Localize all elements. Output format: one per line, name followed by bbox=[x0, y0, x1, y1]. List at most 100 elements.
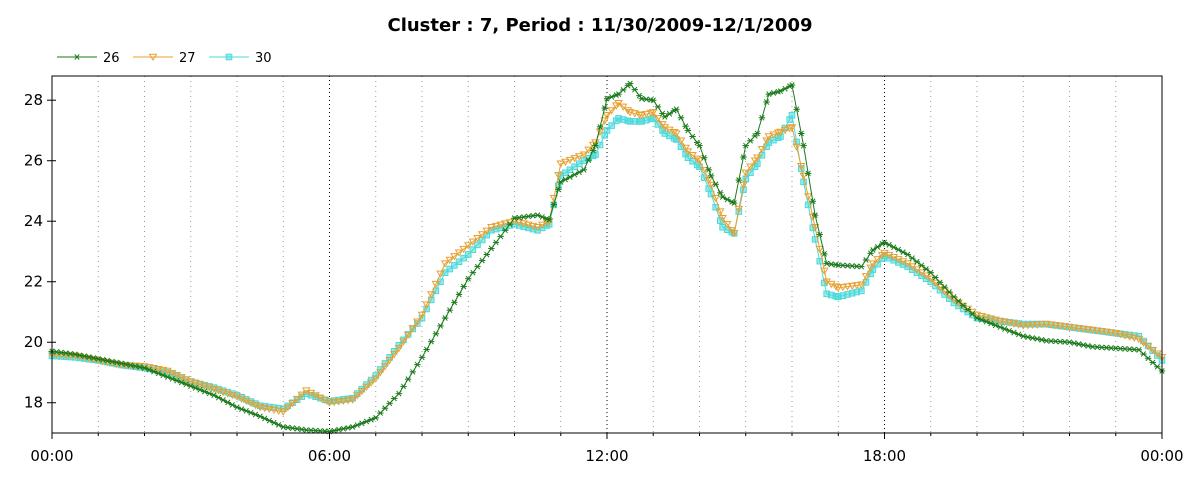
series-marker bbox=[758, 114, 766, 121]
series-marker bbox=[852, 282, 862, 290]
series-marker bbox=[596, 141, 604, 149]
series-marker bbox=[85, 354, 93, 360]
series-marker bbox=[992, 322, 999, 329]
series-marker bbox=[389, 351, 399, 359]
series-marker bbox=[747, 137, 754, 144]
series-marker bbox=[1061, 339, 1069, 345]
series-marker bbox=[1139, 339, 1148, 347]
series-marker bbox=[670, 107, 678, 114]
series-marker bbox=[459, 245, 468, 254]
series-marker bbox=[1079, 325, 1088, 333]
series-marker bbox=[515, 214, 523, 221]
series-marker bbox=[1083, 326, 1093, 334]
data-point bbox=[1018, 322, 1028, 330]
series-marker bbox=[423, 346, 430, 353]
series-marker bbox=[669, 129, 679, 137]
series-marker bbox=[607, 107, 616, 115]
series-marker bbox=[792, 143, 801, 151]
series-marker bbox=[293, 425, 301, 432]
legend-label: 26 bbox=[103, 51, 120, 66]
series-marker bbox=[159, 372, 167, 379]
series-marker bbox=[608, 122, 615, 129]
series-marker bbox=[329, 398, 339, 407]
series-marker bbox=[931, 279, 940, 287]
series-marker bbox=[340, 425, 347, 432]
legend-swatch-marker bbox=[73, 54, 81, 60]
series-marker bbox=[816, 231, 823, 238]
series-marker bbox=[1069, 324, 1079, 332]
series-marker bbox=[1038, 336, 1045, 343]
series-marker bbox=[847, 282, 857, 291]
series-marker bbox=[809, 198, 817, 205]
data-point bbox=[742, 142, 749, 149]
series-marker bbox=[414, 361, 421, 368]
series-marker bbox=[182, 381, 190, 388]
series-marker bbox=[574, 153, 584, 161]
series-marker bbox=[785, 125, 794, 133]
series-marker bbox=[666, 110, 673, 117]
series-marker bbox=[1055, 322, 1065, 330]
series-marker bbox=[432, 330, 440, 337]
series-marker bbox=[1102, 328, 1111, 336]
series-marker bbox=[727, 227, 737, 235]
series-marker bbox=[1014, 321, 1023, 329]
data-point bbox=[325, 399, 334, 407]
series-marker bbox=[408, 325, 418, 333]
data-point bbox=[1042, 320, 1051, 329]
series-marker bbox=[653, 115, 663, 123]
data-point bbox=[602, 112, 612, 120]
series-marker bbox=[688, 152, 697, 160]
series-marker bbox=[646, 109, 656, 117]
series-marker bbox=[284, 424, 292, 431]
series-marker bbox=[1144, 355, 1152, 362]
series-marker bbox=[647, 97, 655, 103]
series-marker bbox=[711, 195, 720, 203]
series-marker bbox=[724, 196, 731, 203]
series-marker bbox=[623, 107, 633, 115]
data-point bbox=[868, 260, 878, 268]
series-marker bbox=[1129, 334, 1139, 343]
series-marker bbox=[206, 390, 213, 397]
chart-title: Cluster : 7, Period : 11/30/2009-12/1/20… bbox=[387, 15, 812, 36]
series-marker bbox=[722, 221, 732, 229]
series-marker bbox=[699, 167, 709, 175]
series-marker bbox=[99, 356, 107, 363]
series-marker bbox=[1023, 322, 1033, 330]
series-marker bbox=[936, 279, 944, 286]
series-marker bbox=[793, 106, 800, 113]
series-marker bbox=[53, 349, 60, 355]
series-marker bbox=[136, 364, 144, 370]
data-point bbox=[463, 242, 473, 250]
data-point bbox=[464, 251, 472, 258]
data-point bbox=[684, 127, 692, 134]
series-marker bbox=[786, 116, 793, 123]
series-marker bbox=[601, 131, 608, 139]
series-marker bbox=[474, 263, 481, 270]
data-point bbox=[741, 169, 751, 177]
series-27 bbox=[47, 100, 1167, 416]
series-marker bbox=[700, 154, 708, 161]
series-marker bbox=[506, 221, 514, 228]
series-marker bbox=[414, 320, 421, 327]
series-marker bbox=[712, 181, 719, 188]
series-marker bbox=[297, 391, 307, 399]
series-marker bbox=[751, 133, 759, 139]
series-marker bbox=[446, 265, 454, 273]
series-marker bbox=[899, 249, 907, 255]
data-point bbox=[810, 224, 820, 232]
series-marker bbox=[104, 357, 111, 364]
series-marker bbox=[451, 299, 458, 306]
series-marker bbox=[451, 262, 458, 269]
series-marker bbox=[122, 361, 130, 368]
series-marker bbox=[631, 86, 638, 93]
series-marker bbox=[224, 399, 231, 406]
series-marker bbox=[275, 421, 282, 428]
series-marker bbox=[601, 105, 608, 111]
series-marker bbox=[716, 208, 725, 216]
data-point bbox=[823, 260, 830, 267]
series-marker bbox=[815, 245, 825, 254]
data-point bbox=[533, 224, 542, 232]
legend-label: 30 bbox=[255, 51, 272, 66]
series-marker bbox=[922, 266, 930, 272]
series-marker bbox=[780, 126, 790, 135]
